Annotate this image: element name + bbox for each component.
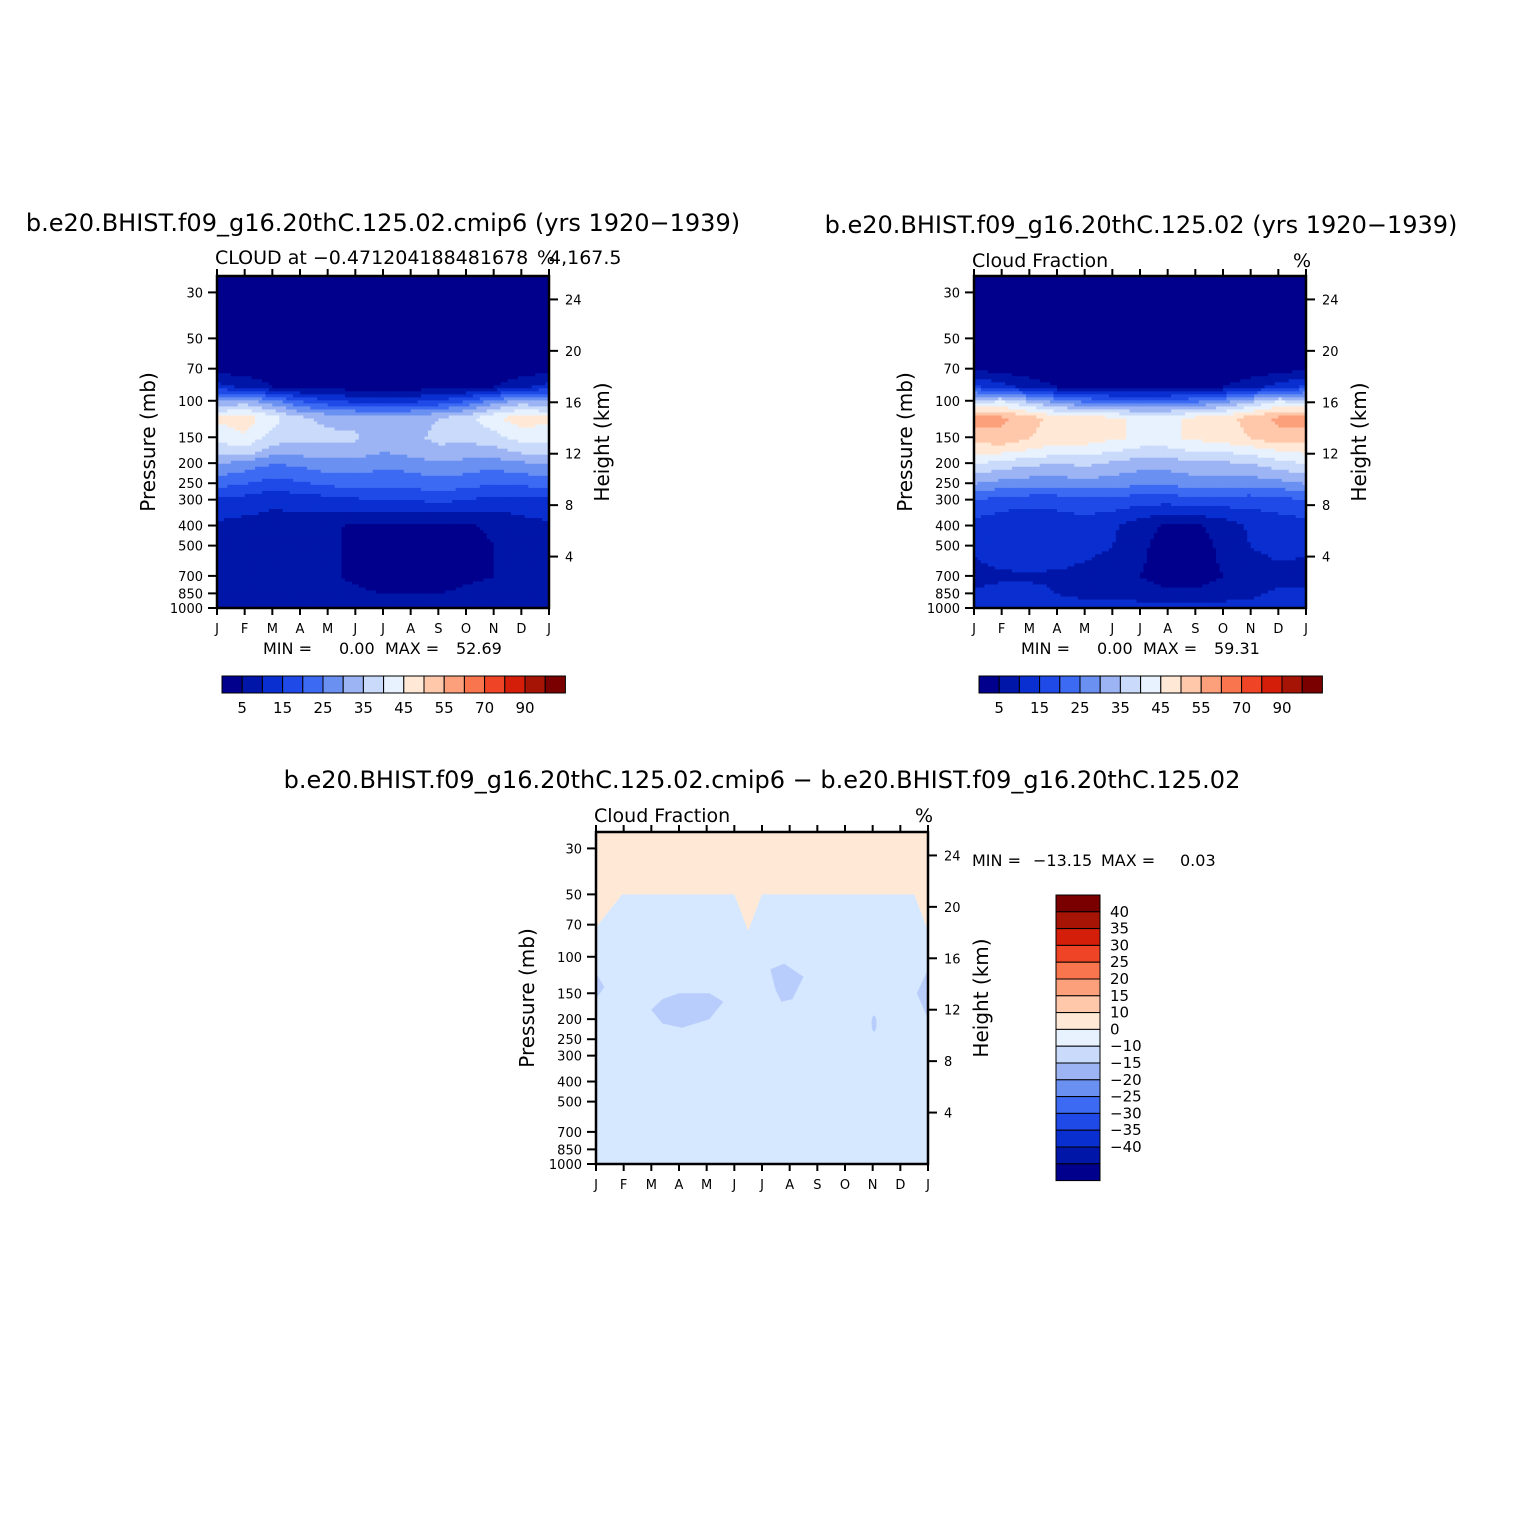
panel1-plot-area	[217, 276, 550, 609]
panel1-title: b.e20.BHIST.f09_g16.20thC.125.02.cmip6 (…	[26, 209, 740, 237]
panel1-subtitle-right: 4,167.5	[549, 247, 622, 269]
panel1-subtitle-left: CLOUD at −0.471204188481678	[215, 247, 528, 269]
